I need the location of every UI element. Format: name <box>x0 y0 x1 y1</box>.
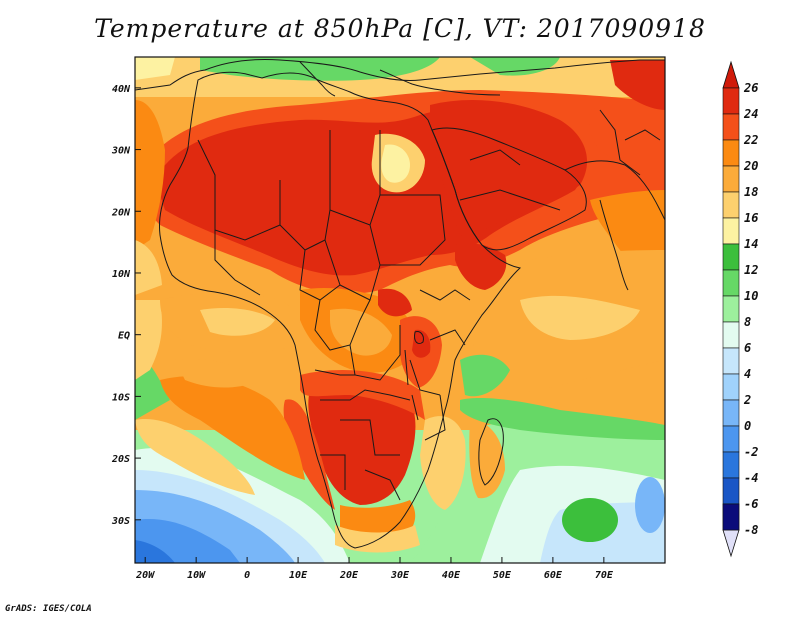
colorbar-swatch <box>722 243 740 271</box>
colorbar-label: 16 <box>744 211 758 225</box>
temperature-field <box>135 57 665 563</box>
colorbar-under-triangle <box>722 529 740 558</box>
colorbar-label: 18 <box>744 185 758 199</box>
y-tick-label: 20N <box>111 207 131 218</box>
colorbar-swatch <box>722 87 740 115</box>
colorbar-label: 24 <box>743 107 758 121</box>
x-tick-label: 60E <box>544 570 563 581</box>
colorbar-swatch <box>722 347 740 375</box>
x-tick-label: 20W <box>135 570 155 581</box>
colorbar-swatch <box>722 451 740 479</box>
x-tick-label: 10W <box>187 570 206 581</box>
x-tick-label: 30E <box>390 570 410 581</box>
x-tick-label: 10E <box>289 570 308 581</box>
colorbar-swatch <box>722 217 740 245</box>
colorbar-label: 10 <box>744 289 758 303</box>
colorbar-label: -6 <box>744 497 758 511</box>
colorbar-label: 20 <box>743 159 758 173</box>
latitude-axis: 40N 30N 20N 10N EQ 10S 20S 30S <box>111 84 141 527</box>
colorbar-swatch <box>722 139 740 167</box>
colorbar-label: 22 <box>743 133 758 147</box>
colorbar-label: 8 <box>744 315 751 329</box>
x-tick-label: 20E <box>339 570 359 581</box>
colorbar-swatch <box>722 191 740 219</box>
colorbar-swatch <box>722 165 740 193</box>
colorbar-swatch <box>722 373 740 401</box>
colorbar-label: 4 <box>744 367 751 381</box>
colorbar-label: 14 <box>744 237 758 251</box>
colorbar-swatch <box>722 425 740 453</box>
x-tick-label: 50E <box>493 570 512 581</box>
grads-credit: GrADS: IGES/COLA <box>5 604 92 614</box>
colorbar-swatch <box>722 295 740 323</box>
colorbar-label: 26 <box>743 81 758 95</box>
y-tick-label: 20S <box>111 454 130 465</box>
y-tick-label: 10N <box>112 269 131 280</box>
longitude-axis: 20W 10W 0 10E 20E 30E 40E 50E 60E 70E <box>135 557 614 581</box>
y-tick-label: 10S <box>112 392 130 403</box>
y-tick-label: 40N <box>112 84 131 95</box>
colorbar-label: -2 <box>744 445 758 459</box>
colorbar-swatch <box>722 503 740 531</box>
colorbar-label: -4 <box>744 471 758 485</box>
colorbar-swatch <box>722 477 740 505</box>
colorbar-swatch <box>722 321 740 349</box>
x-tick-label: 0 <box>244 570 250 581</box>
colorbar-swatch <box>722 113 740 141</box>
x-tick-label: 70E <box>595 570 614 581</box>
colorbar-label: 0 <box>744 419 751 433</box>
colorbar-label: 2 <box>743 393 751 407</box>
coastline-borders <box>135 59 665 549</box>
y-tick-label: 30N <box>111 146 131 157</box>
y-tick-label: 30S <box>111 516 130 527</box>
colorbar-label: 6 <box>744 341 751 355</box>
colorbar-label: -8 <box>744 523 758 537</box>
colorbar-swatch <box>722 399 740 427</box>
y-tick-label: EQ <box>118 331 130 342</box>
colorbar-swatch <box>722 269 740 297</box>
map-title: Temperature at 850hPa [C], VT: 201709091… <box>94 14 706 43</box>
colorbar-over-triangle <box>722 60 740 89</box>
x-tick-label: 40E <box>442 570 461 581</box>
colorbar-label: 12 <box>744 263 758 277</box>
